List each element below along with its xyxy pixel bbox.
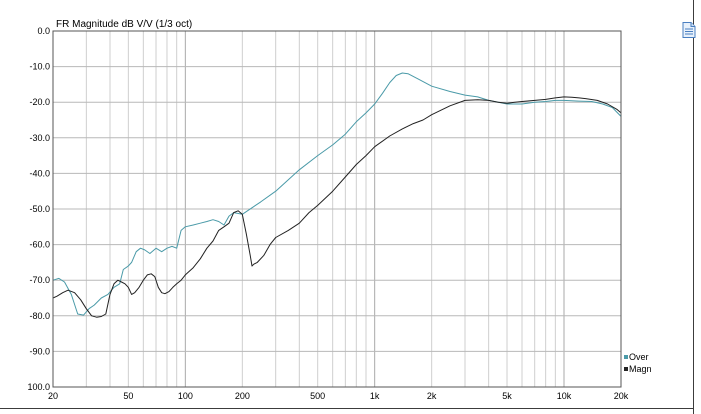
x-tick-label: 5k bbox=[502, 391, 512, 401]
legend-marker-over bbox=[624, 355, 628, 359]
y-tick-label: -50.0 bbox=[29, 204, 50, 214]
legend-label-over: Over bbox=[629, 352, 649, 362]
y-tick-label: -70.0 bbox=[29, 275, 50, 285]
plot-border bbox=[52, 30, 622, 388]
x-tick-label: 200 bbox=[235, 391, 250, 401]
y-tick-label: -40.0 bbox=[29, 168, 50, 178]
x-tick-label: 1k bbox=[370, 391, 380, 401]
x-tick-label: 2k bbox=[427, 391, 437, 401]
y-tick-label: -10.0 bbox=[29, 62, 50, 72]
y-tick-label: -20.0 bbox=[29, 97, 50, 107]
x-tick-label: 10k bbox=[557, 391, 572, 401]
y-tick-label: -80.0 bbox=[29, 311, 50, 321]
y-tick-label: 0.0 bbox=[37, 26, 50, 36]
grid-lines bbox=[53, 31, 621, 387]
legend-label-magn: Magn bbox=[629, 364, 652, 374]
x-tick-label: 20k bbox=[614, 391, 629, 401]
y-tick-label: -30.0 bbox=[29, 133, 50, 143]
chart-title: FR Magnitude dB V/V (1/3 oct) bbox=[56, 19, 192, 30]
legend-marker-magn bbox=[624, 367, 628, 371]
frequency-response-chart: 0.0 -10.0 -20.0 -30.0 -40.0 -50.0 -60.0 -70.0 -8… bbox=[27, 19, 652, 401]
x-tick-labels: 20 50 100 200 500 1k 2k 5k 10k 20k bbox=[48, 391, 629, 401]
y-tick-labels: 0.0 -10.0 -20.0 -30.0 -40.0 -50.0 -60.0 -70.0 -8… bbox=[27, 26, 50, 392]
document-icon[interactable] bbox=[682, 22, 696, 38]
legend: Over Magn bbox=[624, 352, 652, 374]
x-tick-label: 100 bbox=[178, 391, 193, 401]
series-layer bbox=[52, 72, 622, 318]
y-tick-label: -60.0 bbox=[29, 240, 50, 250]
x-tick-label: 20 bbox=[48, 391, 58, 401]
x-tick-label: 500 bbox=[310, 391, 325, 401]
x-tick-label: 50 bbox=[123, 391, 133, 401]
y-tick-label: 100.0 bbox=[27, 382, 50, 392]
bottom-frame-border bbox=[0, 408, 693, 409]
right-frame-border bbox=[693, 0, 701, 414]
y-tick-label: -90.0 bbox=[29, 346, 50, 356]
series-line-magn bbox=[52, 96, 622, 318]
